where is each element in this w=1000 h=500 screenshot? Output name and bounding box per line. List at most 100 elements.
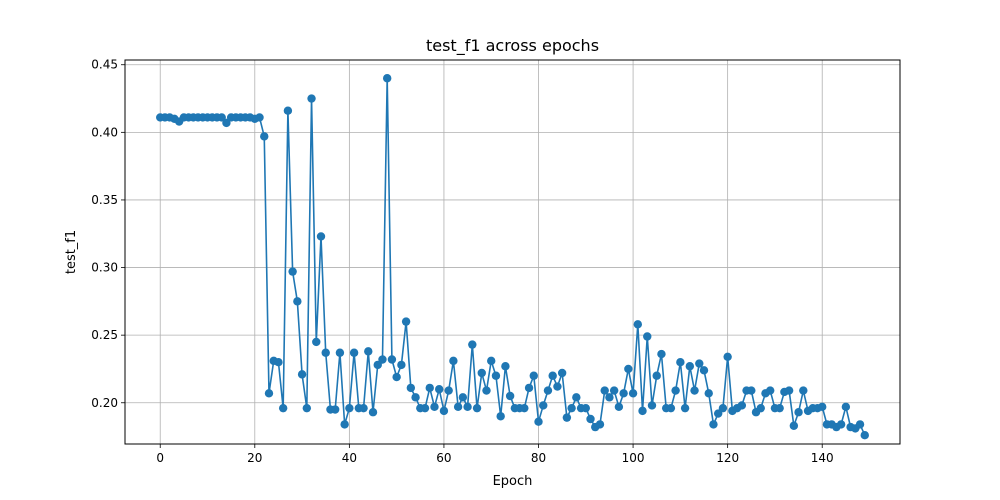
data-point xyxy=(293,297,302,306)
y-axis-label: test_f1 xyxy=(64,230,79,274)
y-tick-label: 0.45 xyxy=(91,58,118,72)
data-point xyxy=(491,371,501,380)
data-point xyxy=(392,372,401,382)
data-point xyxy=(477,368,486,378)
data-point xyxy=(529,371,538,380)
data-point xyxy=(666,403,676,413)
data-point xyxy=(614,402,624,412)
data-point xyxy=(349,348,359,357)
data-point xyxy=(439,406,449,416)
x-tick-label: 0 xyxy=(156,451,164,465)
data-point xyxy=(496,412,505,421)
data-point xyxy=(321,348,330,357)
data-point xyxy=(609,386,619,395)
data-point xyxy=(425,383,434,393)
data-point xyxy=(657,349,666,359)
data-point xyxy=(680,403,690,413)
data-point xyxy=(605,393,614,402)
data-point xyxy=(671,386,680,395)
data-point xyxy=(487,356,496,366)
data-point xyxy=(316,232,326,241)
data-point xyxy=(756,403,765,413)
data-point xyxy=(468,340,477,349)
data-point xyxy=(217,113,226,122)
y-tick-label: 0.35 xyxy=(91,193,118,207)
y-tick-label: 0.25 xyxy=(91,328,118,342)
data-point xyxy=(463,402,472,412)
data-point xyxy=(818,402,827,412)
data-point xyxy=(501,362,510,371)
data-point xyxy=(713,409,723,418)
data-point xyxy=(595,420,605,429)
data-point xyxy=(312,337,321,347)
data-point xyxy=(704,389,713,398)
data-point xyxy=(420,403,430,413)
data-point xyxy=(685,362,695,371)
x-tick-label: 60 xyxy=(436,451,451,465)
data-point xyxy=(619,389,628,398)
data-point xyxy=(505,391,515,401)
x-tick-label: 100 xyxy=(622,451,645,465)
grid xyxy=(125,60,900,444)
data-point xyxy=(255,113,264,122)
chart-title: test_f1 across epochs xyxy=(426,36,599,56)
data-point xyxy=(676,358,685,367)
data-point xyxy=(307,94,316,103)
data-point xyxy=(841,402,851,412)
data-point xyxy=(699,366,709,375)
data-point xyxy=(482,386,491,395)
data-point xyxy=(401,317,411,326)
data-point xyxy=(548,371,557,380)
data-point xyxy=(836,420,846,429)
data-point xyxy=(557,368,567,378)
data-point xyxy=(638,406,647,416)
data-point xyxy=(397,360,406,370)
data-point xyxy=(520,403,529,413)
axis-ticks: 0 20 40 60 80 100 120 140 0.20 0.25 0.30 0.35 0.40 0.… xyxy=(91,58,833,465)
data-point xyxy=(600,386,609,395)
data-point xyxy=(472,403,482,413)
data-point xyxy=(718,403,728,413)
data-point xyxy=(449,356,458,366)
data-point xyxy=(373,360,382,370)
x-tick-label: 40 xyxy=(342,451,357,465)
data-point xyxy=(775,403,784,413)
data-point xyxy=(382,74,392,83)
data-point xyxy=(378,355,387,364)
data-point xyxy=(789,421,799,430)
data-point xyxy=(288,267,297,276)
data-point xyxy=(855,420,865,429)
data-point xyxy=(553,382,562,391)
data-point xyxy=(406,383,416,393)
data-point xyxy=(633,320,643,329)
data-point xyxy=(543,386,553,395)
data-point xyxy=(784,386,794,395)
data-point xyxy=(435,385,444,394)
x-axis-label: Epoch xyxy=(493,474,533,489)
data-point xyxy=(345,403,354,413)
x-tick-label: 20 xyxy=(247,451,262,465)
data-point xyxy=(534,417,543,426)
data-point xyxy=(567,403,576,413)
y-tick-label: 0.30 xyxy=(91,261,118,275)
data-point xyxy=(562,413,572,422)
series-line xyxy=(160,77,866,436)
data-point xyxy=(766,386,775,395)
data-point xyxy=(364,347,373,356)
data-point xyxy=(340,420,349,429)
series-test-f1 xyxy=(156,74,869,440)
data-point xyxy=(222,118,231,128)
data-point xyxy=(260,132,269,141)
data-point xyxy=(747,386,756,395)
data-point xyxy=(283,106,293,115)
data-point xyxy=(799,386,808,395)
data-point xyxy=(430,402,439,412)
data-point xyxy=(453,402,463,412)
x-tick-label: 120 xyxy=(716,451,739,465)
data-point xyxy=(723,352,732,361)
data-point xyxy=(524,383,534,393)
data-point xyxy=(264,389,274,398)
data-point xyxy=(302,403,312,413)
data-point xyxy=(695,359,704,368)
